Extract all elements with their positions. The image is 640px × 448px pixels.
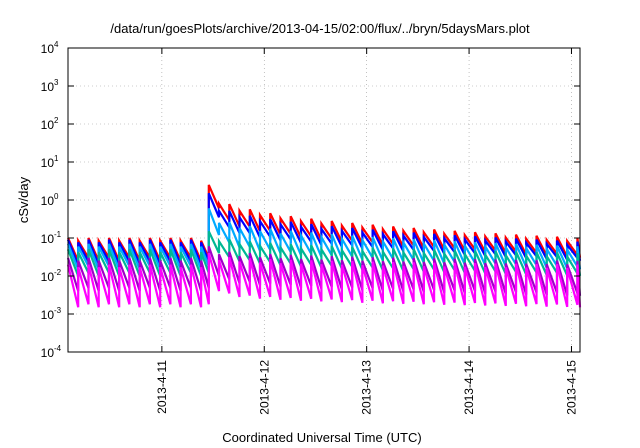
grid	[68, 47, 580, 353]
series-line	[66, 230, 582, 278]
y-tick-label: 10	[41, 194, 55, 208]
y-tick-label-exponent: 0	[54, 192, 59, 201]
x-axis: 2013-4-11 2013-4-12 2013-4-13 2013-4-14 2013…	[155, 48, 578, 415]
y-tick-label-base: 10	[41, 346, 55, 360]
plot-frame	[67, 47, 581, 353]
y-tick-label-exponent: -4	[54, 344, 62, 353]
chart-title: /data/run/goesPlots/archive/2013-04-15/0…	[110, 21, 530, 36]
series-line	[66, 246, 582, 296]
x-axis-label: Coordinated Universal Time (UTC)	[222, 430, 421, 445]
y-tick-label: 10	[41, 80, 55, 94]
series-line	[66, 252, 582, 308]
y-tick-label-base: 10	[41, 308, 55, 322]
y-tick-label-exponent: -1	[54, 230, 62, 239]
y-tick-label-exponent: 2	[54, 116, 59, 125]
y-tick-label: 10	[41, 42, 55, 56]
y-tick-label-base: 10	[41, 156, 55, 170]
y-tick-label: 10	[41, 118, 55, 132]
y-tick-label: 10	[41, 270, 55, 284]
y-axis-label: cSv/day	[16, 176, 31, 223]
y-tick-label: 10	[41, 308, 55, 322]
y-tick-label-exponent: 1	[54, 154, 59, 163]
y-tick-label-exponent: 3	[54, 78, 59, 87]
series-line	[66, 192, 582, 266]
series-line	[66, 184, 582, 262]
x-tick-label: 2013-4-13	[360, 360, 374, 415]
y-tick-label-base: 10	[41, 270, 55, 284]
y-tick-label: 10	[41, 346, 55, 360]
y-tick-label-base: 10	[41, 80, 55, 94]
y-tick-label: 10	[41, 232, 55, 246]
y-tick-label: 10	[41, 156, 55, 170]
y-tick-label-exponent: -2	[54, 268, 62, 277]
series-line	[66, 208, 582, 271]
x-tick-label: 2013-4-12	[257, 360, 271, 415]
x-tick-label: 2013-4-11	[155, 360, 169, 414]
y-tick-label-base: 10	[41, 232, 55, 246]
y-tick-label-exponent: 4	[54, 40, 59, 49]
y-tick-label-base: 10	[41, 194, 55, 208]
series-layer	[66, 184, 582, 308]
x-tick-label: 2013-4-14	[462, 360, 476, 415]
x-tick-label: 2013-4-15	[564, 360, 578, 415]
y-tick-label-base: 10	[41, 42, 55, 56]
y-tick-label-exponent: -3	[54, 306, 62, 315]
y-tick-label-base: 10	[41, 118, 55, 132]
